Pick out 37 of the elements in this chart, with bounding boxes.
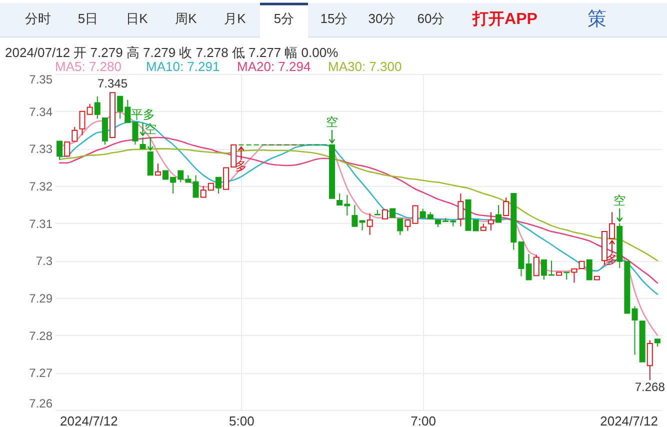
x-tick-label: 2024/7/12 [600, 414, 658, 427]
annotation: 7.268 [634, 380, 666, 394]
x-tick-label: 5:00 [229, 414, 254, 427]
x-tick-label: 2024/7/12 [60, 414, 118, 427]
text: 分时 [25, 11, 51, 26]
annotation: 多 [235, 158, 248, 173]
y-tick-label: 7.26 [29, 396, 53, 410]
chart-title: 2024/07/12 开 7.279 高 7.279 收 7.278 低 7.277 幅 0.00% [5, 45, 339, 60]
annotation: 空 [614, 193, 626, 208]
text: 30分 [368, 11, 396, 26]
text: 打开APP [472, 10, 538, 28]
text: MA20: 7.294 [237, 59, 311, 74]
text: 15分 [320, 11, 348, 26]
text: 月K [224, 11, 246, 26]
text: MA10: 7.291 [146, 59, 220, 74]
y-tick-label: 7.34 [29, 104, 53, 119]
y-tick-label: 7.29 [29, 292, 53, 306]
y-tick-label: 7.32 [29, 180, 53, 194]
text: 日K [126, 11, 148, 26]
text: 策 [588, 9, 606, 30]
text: 60分 [417, 11, 445, 26]
text: MA30: 7.300 [328, 59, 402, 74]
text: 5分 [274, 11, 294, 26]
text: 5日 [78, 11, 98, 26]
text: 周K [175, 11, 198, 26]
annotation: 空 [144, 122, 156, 136]
annotation: 空 [326, 114, 338, 129]
y-tick-label: 7.27 [29, 366, 53, 380]
y-tick-label: 7.3 [36, 254, 53, 268]
y-tick-label: 7.33 [29, 142, 53, 156]
x-tick-label: 7:00 [410, 414, 436, 427]
annotation: 7.345 [98, 76, 128, 91]
text: MA5: 7.280 [55, 59, 122, 74]
y-tick-label: 7.31 [29, 216, 53, 231]
annotation: 平多 [130, 107, 155, 122]
y-tick-label: 7.35 [29, 72, 53, 86]
y-tick-label: 7.28 [29, 328, 53, 343]
